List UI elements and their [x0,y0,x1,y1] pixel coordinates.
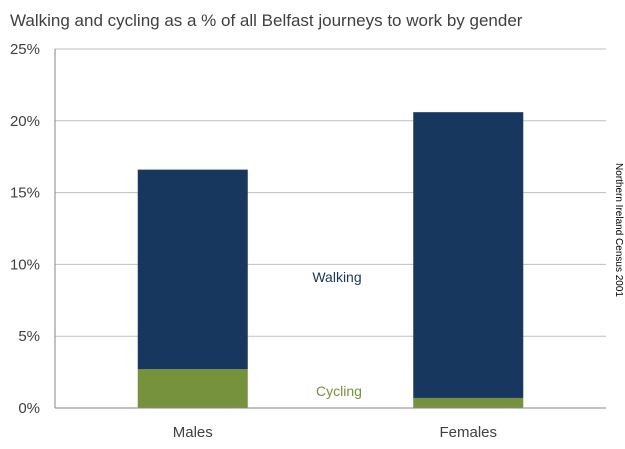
y-tick-label: 25% [10,41,40,58]
y-tick-label: 15% [10,185,40,202]
y-axis-ticks: 0% 5% 10% 15% 20% 25% [10,41,40,417]
x-category-label: Males [173,424,213,441]
bar-walking-females [413,112,524,398]
bar-cycling-males [137,369,248,408]
x-category-label: Females [439,424,497,441]
series-label-walking: Walking [312,269,361,285]
series-label-cycling: Cycling [316,383,362,399]
x-axis-categories: Males Females [173,424,497,441]
y-tick-label: 20% [10,113,40,130]
bars [137,112,524,408]
bar-walking-males [137,169,248,370]
bar-cycling-females [413,397,524,408]
chart-title: Walking and cycling as a % of all Belfas… [10,11,523,30]
y-tick-label: 10% [10,256,40,273]
y-tick-label: 0% [18,400,40,417]
y-tick-label: 5% [18,328,40,345]
gridlines [55,48,606,337]
source-note: Northern Ireland Census 2001 [613,163,624,297]
